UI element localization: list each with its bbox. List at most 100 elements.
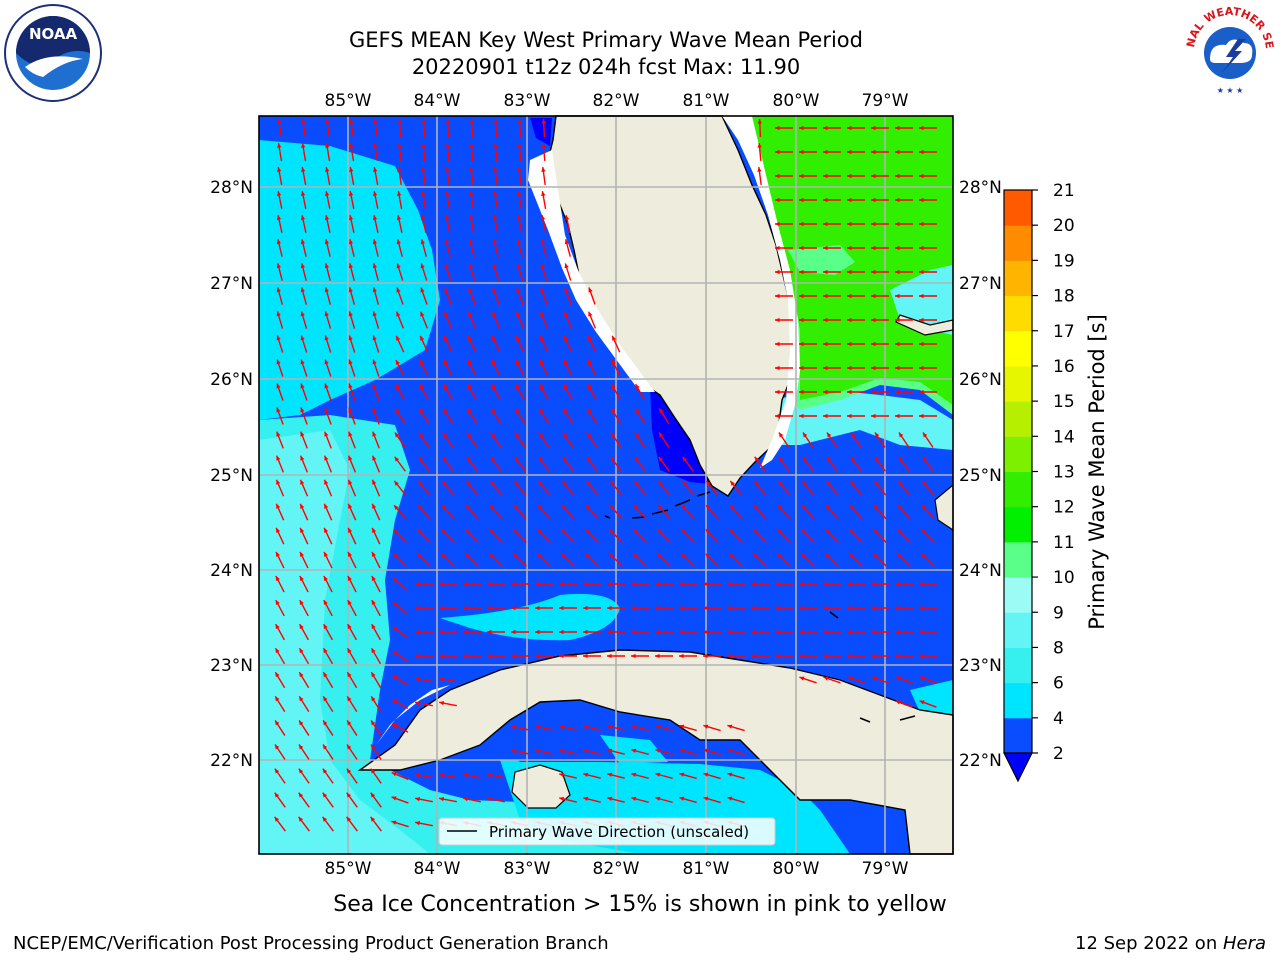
wave-arrow (681, 504, 695, 520)
wave-arrow (849, 504, 863, 520)
wave-arrow (300, 335, 308, 353)
wave-arrow (324, 311, 332, 329)
wave-arrow (299, 479, 309, 497)
wave-arrow (729, 480, 743, 496)
wave-arrow (276, 287, 284, 305)
wave-arrow (492, 239, 499, 257)
wave-arrow (417, 504, 431, 520)
lon-label-bottom: 84°W (414, 859, 461, 879)
wave-arrow (823, 581, 841, 587)
wave-arrow (468, 263, 476, 281)
wave-arrow (561, 528, 575, 544)
wave-arrow (277, 118, 283, 138)
lat-label-left: 22°N (210, 751, 253, 771)
wave-arrow (348, 287, 356, 305)
wave-arrow (703, 653, 721, 659)
wave-arrow (655, 629, 673, 635)
wave-arrow (559, 724, 577, 731)
wave-arrow (705, 504, 719, 520)
wave-arrow (415, 797, 433, 803)
wave-arrow (586, 456, 598, 472)
wave-arrow (681, 528, 695, 544)
wave-arrow (895, 269, 913, 275)
wave-arrow (871, 653, 889, 659)
lon-label-top: 80°W (773, 91, 820, 111)
wave-arrow (703, 772, 721, 780)
colorbar-tick-label: 21 (1053, 181, 1075, 201)
wave-arrow (729, 504, 743, 520)
wave-arrow (274, 768, 286, 784)
wave-arrow (535, 724, 553, 731)
wave-arrow (370, 816, 382, 832)
wave-arrow (658, 456, 670, 472)
wave-arrow (393, 553, 407, 567)
wave-arrow (489, 553, 503, 567)
wave-arrow (322, 720, 334, 736)
wave-arrow (705, 528, 719, 544)
wave-arrow (847, 125, 865, 131)
wave-arrow (847, 317, 865, 323)
wave-arrow (466, 383, 478, 401)
colorbar: 2 4 6 8 9 10 11 12 13 14 15 16 17 18 19 20 21 (1003, 181, 1075, 783)
wave-arrow (348, 335, 356, 353)
lon-label-top: 83°W (504, 91, 551, 111)
colorbar-tick-label: 13 (1053, 463, 1075, 483)
wave-arrow (634, 456, 646, 472)
chart-subtitle: 20220901 t12z 024h fcst Max: 11.90 (411, 55, 801, 79)
wave-arrow (847, 245, 865, 251)
wave-arrow (487, 581, 505, 587)
wave-arrow (847, 605, 865, 611)
wave-arrow (394, 383, 406, 401)
wave-arrow (919, 245, 937, 251)
wave-arrow (322, 671, 334, 689)
wave-arrow (561, 480, 575, 496)
wave-arrow (276, 431, 284, 449)
wave-arrow (607, 724, 625, 731)
wave-arrow (346, 671, 358, 689)
wave-arrow (587, 359, 597, 377)
wave-arrow (346, 744, 358, 760)
wave-arrow (348, 191, 355, 209)
colorbar-tick-label: 15 (1053, 392, 1075, 412)
wave-arrow (897, 504, 911, 520)
wave-arrow (348, 263, 355, 281)
wave-arrow (490, 383, 502, 401)
wave-arrow (391, 723, 409, 733)
wave-arrow (919, 629, 937, 635)
wave-arrow (371, 551, 381, 569)
colorbar-segment (1004, 471, 1032, 508)
wave-arrow (463, 581, 481, 587)
wave-arrow (871, 197, 889, 203)
wave-arrow (871, 125, 889, 131)
wave-arrow (871, 676, 889, 684)
wave-arrow (535, 629, 553, 635)
wave-arrow (491, 335, 501, 353)
wave-arrow (445, 118, 450, 138)
lon-label-bottom: 85°W (325, 859, 372, 879)
ocean-period-4-6-west (259, 140, 440, 420)
wave-arrow (559, 772, 577, 779)
wave-arrow (874, 456, 886, 472)
wave-arrow (583, 796, 601, 803)
wave-arrow (727, 724, 745, 732)
wave-arrow (468, 287, 476, 305)
wave-arrow (349, 143, 355, 161)
wave-arrow (469, 191, 475, 209)
wave-arrow (850, 456, 862, 472)
wave-arrow (417, 480, 431, 496)
wave-arrow (347, 455, 357, 473)
wave-arrow (607, 653, 625, 659)
wave-arrow (371, 455, 381, 473)
wave-arrow (467, 311, 477, 329)
wave-arrow (276, 215, 283, 233)
wave-arrow (466, 407, 478, 425)
wave-arrow (441, 553, 455, 567)
wave-arrow (439, 629, 457, 635)
wave-arrow (823, 653, 841, 659)
wave-arrow (799, 125, 817, 131)
wave-arrow (559, 629, 577, 635)
ocean-period-4-6-center (440, 593, 620, 641)
wave-arrow (871, 413, 889, 419)
noaa-logo: NOAA (4, 4, 102, 102)
wave-arrow (921, 553, 935, 567)
